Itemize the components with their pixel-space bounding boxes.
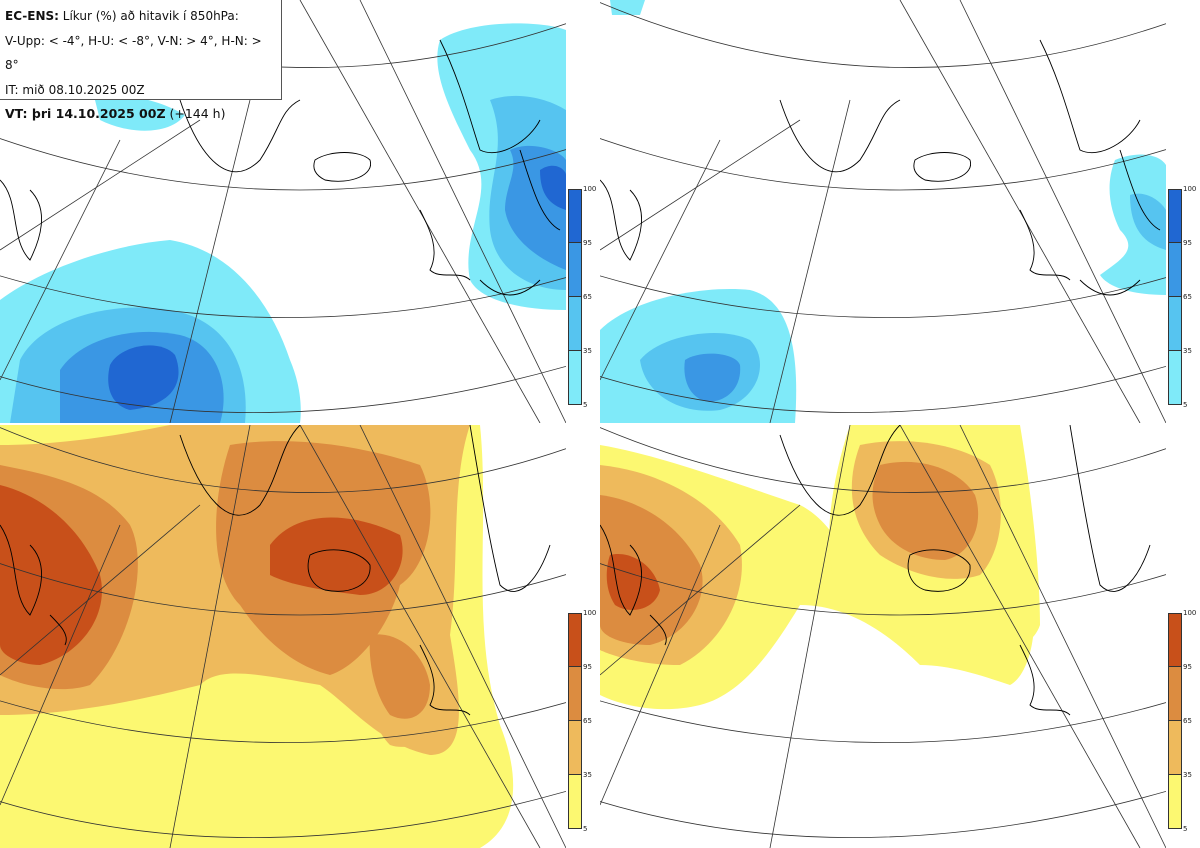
colorbar-warm-1: 100 95 65 35 5	[568, 609, 596, 833]
colorbar-segment	[1168, 721, 1182, 775]
colorbar-tick-label: 65	[583, 293, 592, 301]
colorbar-segment	[1168, 667, 1182, 721]
map-cold-moderate	[0, 0, 566, 423]
map-cold-strong	[600, 0, 1166, 423]
colorbar-segment	[1168, 243, 1182, 297]
panel-separator-horizontal	[0, 423, 1200, 425]
map-panel-warm-strong	[600, 425, 1166, 848]
colorbar-segment	[568, 667, 582, 721]
colorbar-segment	[568, 775, 582, 829]
colorbar-tick-label: 100	[1183, 609, 1197, 617]
colorbar-cold-1: 100 95 65 35 5	[568, 185, 596, 409]
model-name: EC-ENS:	[5, 9, 59, 23]
colorbar-tick-label: 95	[1183, 663, 1192, 671]
colorbar-tick-label: 100	[583, 609, 597, 617]
colorbar-tick-label: 5	[583, 825, 588, 833]
colorbar-tick-label: 65	[583, 717, 592, 725]
colorbar-tick-label: 100	[1183, 185, 1197, 193]
colorbar-tick-label: 35	[583, 347, 592, 355]
map-warm-moderate	[0, 425, 566, 848]
colorbar-cold-2: 100 95 65 35 5	[1168, 185, 1196, 409]
colorbar-tick-label: 65	[1183, 717, 1192, 725]
colorbar-tick-label: 35	[1183, 347, 1192, 355]
threshold-legend: V-Upp: < -4°, H-U: < -8°, V-N: > 4°, H-N…	[5, 33, 262, 73]
colorbar-segment	[568, 189, 582, 243]
colorbar-segment	[568, 613, 582, 667]
colorbar-segment	[1168, 351, 1182, 405]
valid-time: VT: þri 14.10.2025 00Z	[5, 106, 166, 121]
colorbar-tick-label: 100	[583, 185, 597, 193]
map-warm-strong	[600, 425, 1166, 848]
colorbar-segment	[568, 721, 582, 775]
forecast-lead: (+144 h)	[169, 106, 226, 121]
map-panel-cold-strong	[600, 0, 1166, 423]
colorbar-tick-label: 5	[1183, 401, 1188, 409]
colorbar-tick-label: 65	[1183, 293, 1192, 301]
colorbar-segment	[1168, 189, 1182, 243]
colorbar-tick-label: 5	[1183, 825, 1188, 833]
map-panel-warm-moderate	[0, 425, 566, 848]
colorbar-segment	[1168, 297, 1182, 351]
map-info-box: EC-ENS: Líkur (%) að hitavik í 850hPa: V…	[0, 0, 282, 121]
map-panel-cold-moderate: EC-ENS: Líkur (%) að hitavik í 850hPa: V…	[0, 0, 566, 423]
map-title: Líkur (%) að hitavik í 850hPa:	[62, 9, 239, 23]
colorbar-tick-label: 5	[583, 401, 588, 409]
colorbar-segment	[1168, 613, 1182, 667]
colorbar-tick-label: 95	[583, 239, 592, 247]
colorbar-tick-label: 35	[583, 771, 592, 779]
colorbar-segment	[568, 243, 582, 297]
colorbar-tick-label: 35	[1183, 771, 1192, 779]
colorbar-segment	[568, 351, 582, 405]
colorbar-segment	[568, 297, 582, 351]
colorbar-tick-label: 95	[583, 663, 592, 671]
colorbar-tick-label: 95	[1183, 239, 1192, 247]
colorbar-warm-2: 100 95 65 35 5	[1168, 609, 1196, 833]
issue-time: IT: mið 08.10.2025 00Z	[5, 82, 145, 97]
colorbar-segment	[1168, 775, 1182, 829]
